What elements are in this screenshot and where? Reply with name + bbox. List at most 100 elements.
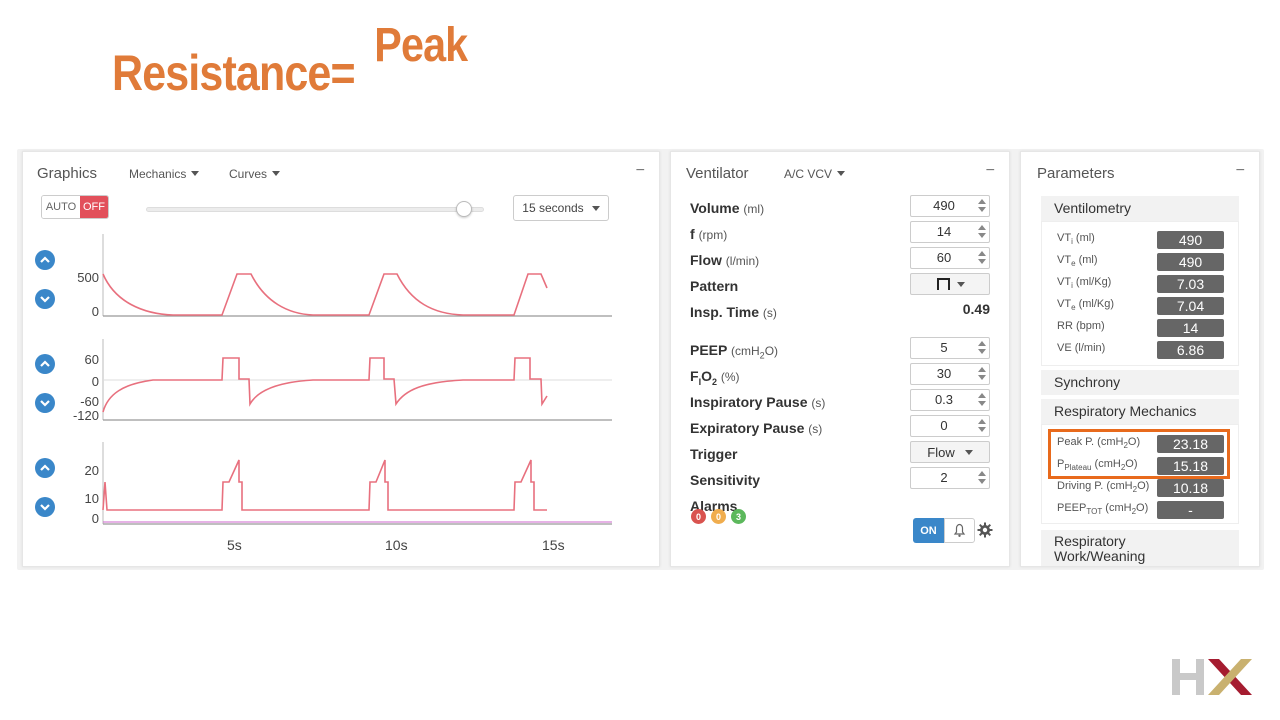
flow-y-tick: 10 <box>84 491 99 506</box>
insp-time-unit: (s) <box>762 306 777 320</box>
ventilometry-value: 7.03 <box>1157 275 1224 293</box>
auto-off-toggle[interactable]: AUTO OFF <box>41 195 109 219</box>
spinner-arrows-icon[interactable] <box>978 470 986 486</box>
volume-row: Volume (ml) <box>690 200 764 216</box>
volume-y-tick: 0 <box>91 304 99 319</box>
mode-dropdown[interactable]: A/C VCV <box>784 167 846 181</box>
ventilometry-value: 490 <box>1157 253 1224 271</box>
curves-dropdown[interactable]: Curves <box>229 167 281 181</box>
auto-option[interactable]: AUTO <box>42 196 80 218</box>
mechanics-label: Peak P. (cmH2O) <box>1057 436 1140 450</box>
parameters-minimize-button[interactable]: − <box>1235 162 1245 179</box>
hx-logo <box>1172 659 1252 695</box>
param-name: P <box>1057 458 1065 470</box>
ventilometry-label: VE (l/min) <box>1057 342 1105 356</box>
caret-down-icon <box>191 171 200 176</box>
ventilometry-label: VTi (ml) <box>1057 232 1095 246</box>
peep-value: 5 <box>940 340 948 355</box>
peep-unit-sub: 2 <box>759 350 765 361</box>
sensitivity-label: Sensitivity <box>690 472 761 488</box>
param-unit: (ml/Kg) <box>1075 298 1115 310</box>
bell-icon <box>953 523 966 537</box>
pattern-row: Pattern <box>690 278 738 294</box>
sensitivity-row: Sensitivity <box>690 472 760 488</box>
volume-scale-up-button[interactable] <box>35 250 55 270</box>
alarm-high-badge[interactable]: 0 <box>691 509 706 524</box>
flow-input[interactable]: 60 <box>910 247 990 269</box>
alarm-on-button[interactable]: ON <box>913 518 944 543</box>
param-name: VT <box>1057 254 1072 266</box>
param-sub: Plateau <box>1064 463 1092 473</box>
parameters-title: Parameters <box>1037 165 1115 182</box>
spinner-arrows-icon[interactable] <box>978 366 986 382</box>
volume-scale-down-button[interactable] <box>35 289 55 309</box>
square-wave-icon <box>936 278 950 290</box>
flow-scale-down-button[interactable] <box>35 497 55 517</box>
trigger-row: Trigger <box>690 446 737 462</box>
graphics-minimize-button[interactable]: − <box>635 162 645 179</box>
chevron-down-icon <box>40 504 50 511</box>
trigger-value: Flow <box>927 444 955 460</box>
fio2-label-sub2: 2 <box>711 376 717 387</box>
synchrony-header[interactable]: Synchrony <box>1041 370 1239 395</box>
ventilator-panel: Ventilator A/C VCV − Volume (ml) 490 f (… <box>670 151 1010 567</box>
pressure-scale-up-button[interactable] <box>35 354 55 374</box>
spinner-arrows-icon[interactable] <box>978 198 986 214</box>
time-slider-thumb[interactable] <box>455 201 472 217</box>
caret-down-icon <box>964 449 973 455</box>
graphics-title: Graphics <box>37 165 98 182</box>
ventilometry-label: VTe (ml) <box>1057 254 1098 268</box>
sensitivity-input[interactable]: 2 <box>910 467 990 489</box>
fio2-input[interactable]: 30 <box>910 363 990 385</box>
pattern-select[interactable] <box>910 273 990 295</box>
alarm-low-badge[interactable]: 3 <box>731 509 746 524</box>
spinner-arrows-icon[interactable] <box>978 224 986 240</box>
ventilometry-value: 490 <box>1157 231 1224 249</box>
mechanics-value: 15.18 <box>1157 457 1224 475</box>
spinner-arrows-icon[interactable] <box>978 340 986 356</box>
time-window-select[interactable]: 15 seconds <box>513 195 609 221</box>
caret-down-icon <box>591 205 600 211</box>
insp-pause-label: Inspiratory Pause <box>690 394 808 410</box>
f-label: f <box>690 226 695 242</box>
alarm-mute-button[interactable] <box>944 518 975 543</box>
flow-scale-up-button[interactable] <box>35 458 55 478</box>
caret-down-icon <box>272 171 281 176</box>
exp-pause-input[interactable]: 0 <box>910 415 990 437</box>
pressure-curve <box>102 357 548 413</box>
pressure-y-tick: 60 <box>84 352 99 367</box>
pressure-y-tick: -120 <box>72 408 99 423</box>
f-input[interactable]: 14 <box>910 221 990 243</box>
sensitivity-value: 2 <box>940 470 948 485</box>
mechanics-dropdown[interactable]: Mechanics <box>129 167 200 181</box>
time-slider-track[interactable] <box>146 207 484 212</box>
flow-value: 60 <box>936 250 952 265</box>
ventilometry-header[interactable]: Ventilometry <box>1041 196 1239 221</box>
peep-input[interactable]: 5 <box>910 337 990 359</box>
param-unit-post: O) <box>1137 480 1150 492</box>
time-window-value: 15 seconds <box>522 201 584 215</box>
param-unit: (ml) <box>1075 254 1098 266</box>
respiratory-mechanics-header[interactable]: Respiratory Mechanics <box>1041 399 1239 424</box>
param-name: VT <box>1057 232 1072 244</box>
spinner-arrows-icon[interactable] <box>978 250 986 266</box>
trigger-select[interactable]: Flow <box>910 441 990 463</box>
spinner-arrows-icon[interactable] <box>978 392 986 408</box>
caret-down-icon <box>956 281 965 287</box>
fio2-value: 30 <box>936 366 952 381</box>
gear-icon[interactable] <box>977 522 993 538</box>
volume-input[interactable]: 490 <box>910 195 990 217</box>
pressure-scale-down-button[interactable] <box>35 393 55 413</box>
spinner-arrows-icon[interactable] <box>978 418 986 434</box>
work-weaning-header[interactable]: Respiratory Work/Weaning <box>1041 530 1239 566</box>
ventilator-minimize-button[interactable]: − <box>985 162 995 179</box>
param-unit-post: O) <box>1127 436 1141 448</box>
flow-row: Flow (l/min) <box>690 252 759 268</box>
peep-unit-pre: (cmH <box>731 344 760 358</box>
mechanics-value: 10.18 <box>1157 479 1224 497</box>
f-unit: (rpm) <box>698 228 728 242</box>
insp-pause-input[interactable]: 0.3 <box>910 389 990 411</box>
off-option[interactable]: OFF <box>80 196 108 218</box>
alarm-medium-badge[interactable]: 0 <box>711 509 726 524</box>
param-name: Driving P. <box>1057 480 1104 492</box>
